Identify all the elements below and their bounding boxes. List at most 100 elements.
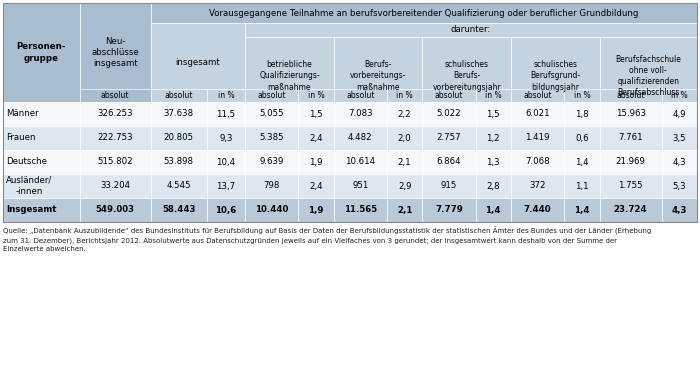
Bar [245, 23, 697, 37]
Text: 1,5: 1,5 [309, 110, 323, 118]
Bar [662, 174, 697, 198]
Text: 9,3: 9,3 [219, 134, 232, 142]
Bar [150, 102, 206, 126]
Text: Quelle: „Datenbank Auszubildende“ des Bundesinstituts für Berufsbildung auf Basi: Quelle: „Datenbank Auszubildende“ des Bu… [3, 227, 651, 252]
Bar [599, 198, 661, 222]
Bar [422, 126, 475, 150]
Text: 798: 798 [264, 181, 280, 191]
Text: 1,5: 1,5 [486, 110, 500, 118]
Text: absolut: absolut [258, 91, 286, 100]
Text: 11.565: 11.565 [344, 205, 377, 215]
Text: 0,6: 0,6 [575, 134, 589, 142]
Bar [150, 174, 206, 198]
Bar [599, 89, 661, 102]
Text: 2,4: 2,4 [309, 181, 323, 191]
Bar [564, 126, 599, 150]
Bar [599, 126, 661, 150]
Bar [599, 37, 697, 102]
Bar [80, 102, 150, 126]
Text: 951: 951 [352, 181, 368, 191]
Text: Berufs-
vorbereitungs-
maßnahme: Berufs- vorbereitungs- maßnahme [350, 60, 406, 92]
Bar [422, 174, 475, 198]
Text: 1,1: 1,1 [575, 181, 589, 191]
Bar [80, 126, 150, 150]
Bar [387, 174, 422, 198]
Bar [245, 37, 334, 102]
Bar [3, 150, 80, 174]
Bar [511, 150, 564, 174]
Text: darunter:: darunter: [451, 25, 491, 35]
Bar [334, 198, 387, 222]
Bar [298, 174, 334, 198]
Bar [150, 89, 206, 102]
Text: Deutsche: Deutsche [6, 158, 47, 166]
Text: schulisches
Berufsgrund-
bildungsjahr: schulisches Berufsgrund- bildungsjahr [530, 60, 580, 92]
Text: 7.083: 7.083 [348, 110, 372, 118]
Text: 20.805: 20.805 [164, 134, 194, 142]
Bar [206, 89, 245, 102]
Text: in %: in % [396, 91, 413, 100]
Text: 1.755: 1.755 [618, 181, 643, 191]
Bar [511, 126, 564, 150]
Text: Vorausgegangene Teilnahme an berufsvorbereitender Qualifizierung oder berufliche: Vorausgegangene Teilnahme an berufsvorbe… [209, 8, 638, 18]
Bar [564, 150, 599, 174]
Bar [564, 198, 599, 222]
Text: 1,4: 1,4 [486, 205, 501, 215]
Bar [298, 198, 334, 222]
Text: 326.253: 326.253 [97, 110, 133, 118]
Bar [80, 150, 150, 174]
Bar [387, 102, 422, 126]
Bar [206, 198, 245, 222]
Bar [206, 102, 245, 126]
Text: 7.440: 7.440 [524, 205, 552, 215]
Text: 2,1: 2,1 [397, 205, 412, 215]
Bar [298, 102, 334, 126]
Text: 4.545: 4.545 [167, 181, 191, 191]
Bar [564, 89, 599, 102]
Text: in %: in % [218, 91, 234, 100]
Bar [511, 102, 564, 126]
Text: 10.440: 10.440 [255, 205, 288, 215]
Bar [206, 174, 245, 198]
Text: 1,8: 1,8 [575, 110, 589, 118]
Bar [475, 102, 511, 126]
Text: 2.757: 2.757 [437, 134, 461, 142]
Text: Ausländer/
-innen: Ausländer/ -innen [6, 176, 52, 196]
Bar [599, 150, 661, 174]
Bar [511, 174, 564, 198]
Text: 1,3: 1,3 [486, 158, 500, 166]
Bar [475, 198, 511, 222]
Text: 15.963: 15.963 [615, 110, 645, 118]
Text: 1,9: 1,9 [309, 205, 323, 215]
Bar [245, 174, 298, 198]
Bar [80, 3, 150, 102]
Bar [475, 174, 511, 198]
Text: 1,4: 1,4 [575, 158, 589, 166]
Text: 4,9: 4,9 [673, 110, 686, 118]
Text: 549.003: 549.003 [96, 205, 135, 215]
Text: 5.055: 5.055 [260, 110, 284, 118]
Bar [80, 174, 150, 198]
Text: absolut: absolut [435, 91, 463, 100]
Bar [422, 37, 511, 102]
Text: 4.482: 4.482 [348, 134, 372, 142]
Text: in %: in % [485, 91, 501, 100]
Text: Berufsfachschule
ohne voll-
qualifizierenden
Berufsabschluss: Berufsfachschule ohne voll- qualifiziere… [615, 55, 681, 97]
Bar [662, 89, 697, 102]
Text: 1,9: 1,9 [309, 158, 323, 166]
Text: absolut: absolut [346, 91, 375, 100]
Text: 4,3: 4,3 [671, 205, 687, 215]
Bar [422, 150, 475, 174]
Text: Insgesamt: Insgesamt [6, 205, 57, 215]
Text: 5.022: 5.022 [437, 110, 461, 118]
Bar [662, 150, 697, 174]
Bar [662, 126, 697, 150]
Bar [422, 198, 475, 222]
Bar [564, 174, 599, 198]
Bar [298, 126, 334, 150]
Bar [599, 174, 661, 198]
Text: 4,3: 4,3 [673, 158, 686, 166]
Bar [206, 126, 245, 150]
Bar [387, 89, 422, 102]
Bar [662, 102, 697, 126]
